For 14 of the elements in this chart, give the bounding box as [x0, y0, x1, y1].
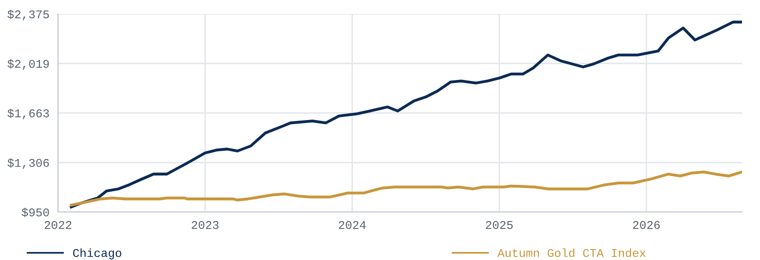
- y-tick-label: $1,663: [8, 108, 49, 120]
- line-series: [70, 20, 742, 208]
- line-series: [70, 170, 742, 206]
- y-tick-label: $1,306: [8, 158, 49, 169]
- legend-label: Chicago: [73, 248, 122, 260]
- x-tick-label: 2024: [338, 220, 366, 230]
- y-tick-label: $950: [22, 208, 49, 218]
- x-tick-label: 2025: [486, 220, 513, 230]
- y-tick-label: $2,375: [8, 10, 49, 20]
- legend-label: Autumn Gold CTA Index: [497, 248, 646, 258]
- x-tick-label: 2022: [44, 220, 72, 230]
- x-tick-label: 2026: [633, 220, 660, 230]
- x-tick-label: 2023: [192, 220, 219, 230]
- y-tick-label: $2,019: [8, 59, 49, 70]
